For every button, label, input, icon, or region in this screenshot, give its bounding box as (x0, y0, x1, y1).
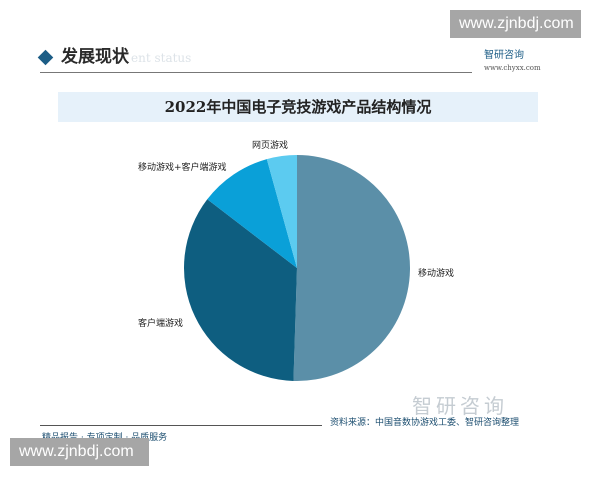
watermark-bottom: www.zjnbdj.com (10, 438, 149, 466)
slice-label: 移动游戏+客户端游戏 (138, 161, 227, 173)
pie-slice (184, 199, 297, 381)
section-title: 发展现状 (61, 47, 129, 67)
slice-label: 网页游戏 (252, 139, 288, 151)
pie-slice (293, 155, 411, 382)
brand-logo: 智研咨询 www.chyxx.com (484, 46, 541, 72)
chart-title: 2022年中国电子竞技游戏产品结构情况 (58, 92, 538, 122)
divider (40, 72, 472, 73)
section-ghost-text: ent status (131, 51, 192, 65)
brand-url: www.chyxx.com (484, 64, 541, 72)
section-header: 发展现状 ent status (37, 42, 192, 67)
pie-slice (266, 155, 297, 268)
pie-slice (207, 159, 297, 268)
source-note: 资料来源：中国音数协游戏工委、智研咨询整理 (330, 418, 520, 428)
slice-label: 移动游戏 (418, 267, 454, 279)
footer-divider (40, 425, 322, 426)
slice-label: 客户端游戏 (138, 317, 183, 329)
brand-name: 智研咨询 (484, 50, 524, 61)
watermark-top: www.zjnbdj.com (450, 10, 581, 38)
brand-watermark-logo: 智研咨询 (412, 394, 508, 418)
